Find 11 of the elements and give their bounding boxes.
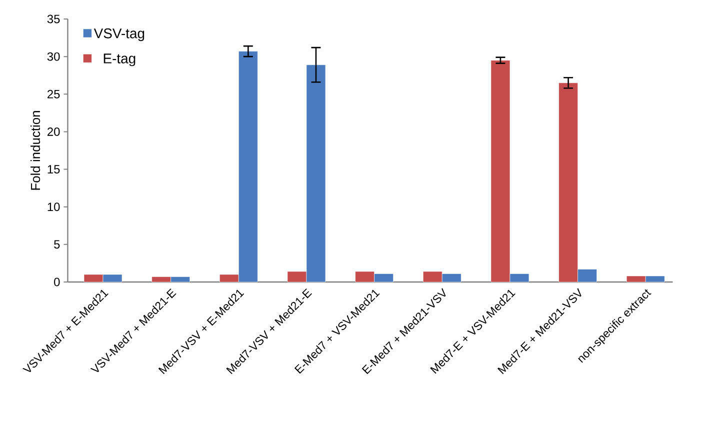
y-tick-label: 10 [48,202,60,212]
legend-label: VSV-tag [94,28,144,42]
y-tick-label: 20 [48,127,60,136]
y-tick-label: 5 [54,240,60,249]
y-tick-label: 30 [47,52,60,61]
legend-label: E-tag [104,54,136,66]
y-tick-label: 35 [47,14,60,24]
y-tick-label: 15 [48,165,60,174]
y-tick-label: 0 [54,278,60,286]
y-axis-title: Fold induction [30,111,40,190]
y-tick-label: 25 [48,90,60,98]
